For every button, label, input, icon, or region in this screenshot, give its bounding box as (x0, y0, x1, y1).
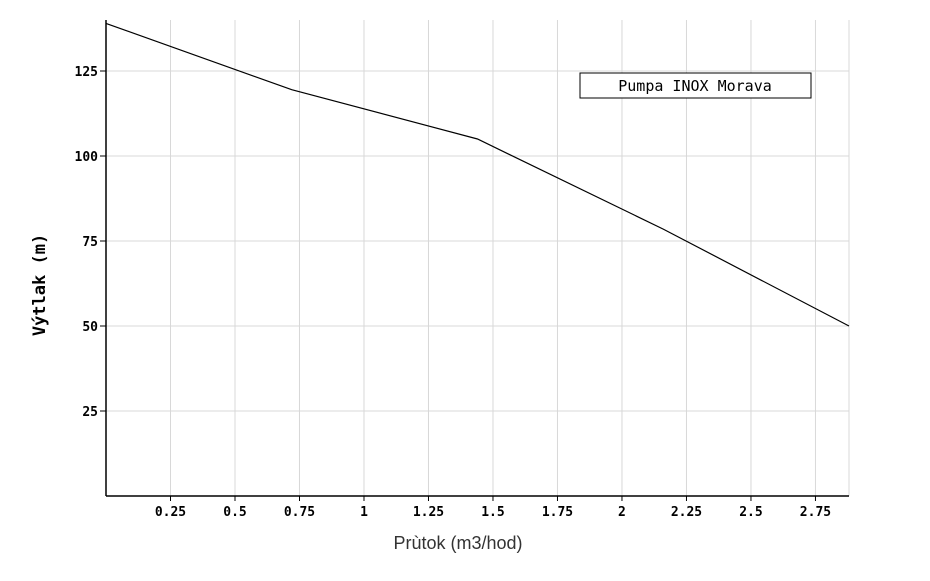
series-line (105, 22, 850, 327)
y-tick-label: 75 (82, 235, 98, 250)
y-tick-label: 50 (82, 320, 98, 335)
y-tick-label: 125 (75, 65, 98, 80)
y-axis-title: Výtlak (m) (30, 234, 50, 336)
y-tick-labels: 25 50 75 100 125 (75, 65, 99, 420)
x-tick-label: 1 (360, 505, 368, 520)
x-tick-label: 2 (618, 505, 626, 520)
legend-box (579, 72, 812, 99)
x-tick-label: 1.5 (481, 505, 504, 520)
x-tick-label: 2.5 (739, 505, 762, 520)
x-tick-label: 2.75 (800, 505, 831, 520)
x-tick-label: 1.25 (413, 505, 444, 520)
x-tick-label: 0.25 (155, 505, 186, 520)
legend-label: Pumpa INOX Morava (618, 77, 772, 95)
grid (106, 20, 850, 496)
x-tick-label: 1.75 (542, 505, 573, 520)
x-tick-labels: 0.25 0.5 0.75 1 1.25 1.5 1.75 2 2.25 2.5 2.75 (155, 505, 831, 520)
x-axis-title: Prùtok (m3/hod) (393, 533, 522, 553)
x-tick-label: 2.25 (671, 505, 702, 520)
ticks (100, 70, 816, 501)
x-tick-label: 0.5 (223, 505, 246, 520)
x-tick-label: 0.75 (284, 505, 315, 520)
y-tick-label: 25 (82, 405, 98, 420)
y-tick-label: 100 (75, 150, 99, 165)
series-group (105, 22, 850, 327)
legend: Pumpa INOX Morava (579, 72, 812, 99)
